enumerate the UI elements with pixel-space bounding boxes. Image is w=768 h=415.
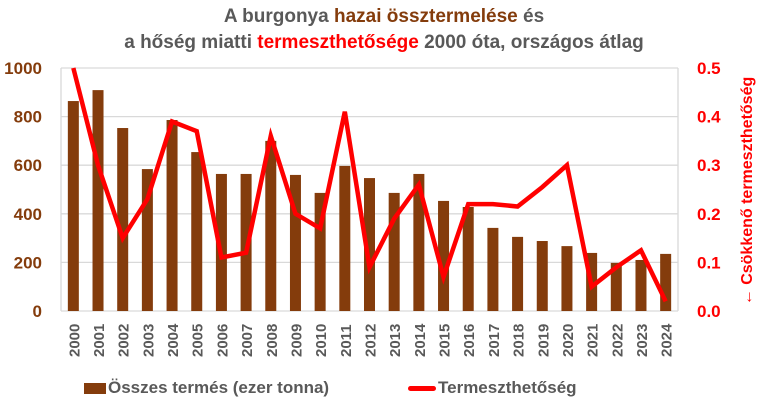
right-axis-title: ← Csökkenő termeszthetőség <box>739 77 756 306</box>
x-tick-label: 2017 <box>486 324 503 357</box>
bar <box>462 206 474 311</box>
bar <box>388 192 400 311</box>
x-tick-label: 2009 <box>288 324 305 357</box>
x-tick-label: 2012 <box>363 324 380 357</box>
left-tick-label: 0 <box>33 302 42 321</box>
x-tick-label: 2014 <box>412 323 429 357</box>
title-text: és <box>517 6 545 27</box>
x-tick-label: 2001 <box>91 324 108 357</box>
x-tick-label: 2024 <box>659 323 676 357</box>
x-tick-label: 2023 <box>634 324 651 357</box>
title-line-1: A burgonya hazai össztermelése és <box>0 4 768 30</box>
x-tick-label: 2018 <box>511 324 528 357</box>
bar-series-production <box>67 90 672 311</box>
x-tick-label: 2015 <box>437 324 454 357</box>
bar <box>413 173 425 311</box>
title-text: 2000 óta, országos átlag <box>418 32 644 53</box>
left-y-axis: 0 200 400 600 800 1000 <box>4 59 42 321</box>
left-tick-label: 800 <box>14 108 42 127</box>
bar <box>289 174 301 311</box>
x-tick-label: 2006 <box>214 324 231 357</box>
bar <box>487 227 499 311</box>
left-tick-label: 400 <box>14 205 42 224</box>
x-tick-label: 2013 <box>387 324 404 357</box>
right-tick-label: 0.5 <box>697 59 721 78</box>
right-tick-label: 0.3 <box>697 156 721 175</box>
legend-line-swatch <box>408 385 436 391</box>
legend-label-production: Összes termés (ezer tonna) <box>108 378 330 397</box>
bar <box>215 173 227 311</box>
right-y-axis: 0.0 0.1 0.2 0.3 0.4 0.5 <box>697 59 721 321</box>
bar <box>610 262 622 311</box>
bar <box>265 140 277 311</box>
x-tick-label: 2008 <box>264 324 281 357</box>
bar <box>314 192 326 311</box>
title-text: A burgonya <box>223 6 334 27</box>
x-tick-label: 2020 <box>560 324 577 357</box>
bar <box>438 200 450 311</box>
legend-bar-swatch <box>84 382 106 394</box>
title-text: a hőség miatti <box>124 32 258 53</box>
right-tick-label: 0.0 <box>697 302 721 321</box>
x-tick-label: 2003 <box>140 324 157 357</box>
right-tick-label: 0.1 <box>697 253 721 272</box>
left-tick-label: 200 <box>14 253 42 272</box>
title-highlight-production: hazai össztermelése <box>333 6 518 27</box>
bar <box>660 253 672 311</box>
x-tick-label: 2016 <box>461 324 478 357</box>
legend: Összes termés (ezer tonna) Termeszthetős… <box>80 378 680 402</box>
right-tick-label: 0.2 <box>697 205 721 224</box>
x-tick-label: 2011 <box>338 324 355 357</box>
left-tick-label: 1000 <box>4 59 42 78</box>
bar <box>561 246 573 311</box>
x-tick-label: 2022 <box>609 324 626 357</box>
bar <box>92 90 104 311</box>
bar <box>339 165 351 311</box>
bar <box>536 241 548 311</box>
chart-title: A burgonya hazai össztermelése és a hősé… <box>0 4 768 56</box>
right-tick-label: 0.4 <box>697 108 721 127</box>
x-tick-label: 2004 <box>165 323 182 357</box>
bar <box>191 152 203 311</box>
bar <box>67 101 79 311</box>
bar <box>141 169 153 311</box>
legend-item-production: Összes termés (ezer tonna) <box>84 378 329 398</box>
legend-item-cultivability: Termeszthetőség <box>408 378 577 398</box>
bar <box>117 128 129 311</box>
x-tick-label: 2010 <box>313 324 330 357</box>
left-tick-label: 600 <box>14 156 42 175</box>
x-tick-label: 2002 <box>116 324 133 357</box>
title-highlight-cultivability: termeszthetősége <box>257 32 419 53</box>
x-axis: 2000 2001 2002 2003 2004 2005 2006 2007 2008 2009… <box>66 323 675 357</box>
x-tick-label: 2005 <box>190 324 207 357</box>
line-series-cultivability <box>71 67 668 303</box>
x-tick-label: 2000 <box>66 324 83 357</box>
x-tick-label: 2019 <box>535 324 552 357</box>
bar <box>635 259 647 311</box>
x-tick-label: 2021 <box>585 324 602 357</box>
x-tick-label: 2007 <box>239 324 256 357</box>
bar <box>364 178 375 311</box>
bar <box>512 236 524 311</box>
bar <box>166 120 178 311</box>
legend-label-cultivability: Termeszthetőség <box>438 378 577 397</box>
title-line-2: a hőség miatti termeszthetősége 2000 óta… <box>0 30 768 56</box>
